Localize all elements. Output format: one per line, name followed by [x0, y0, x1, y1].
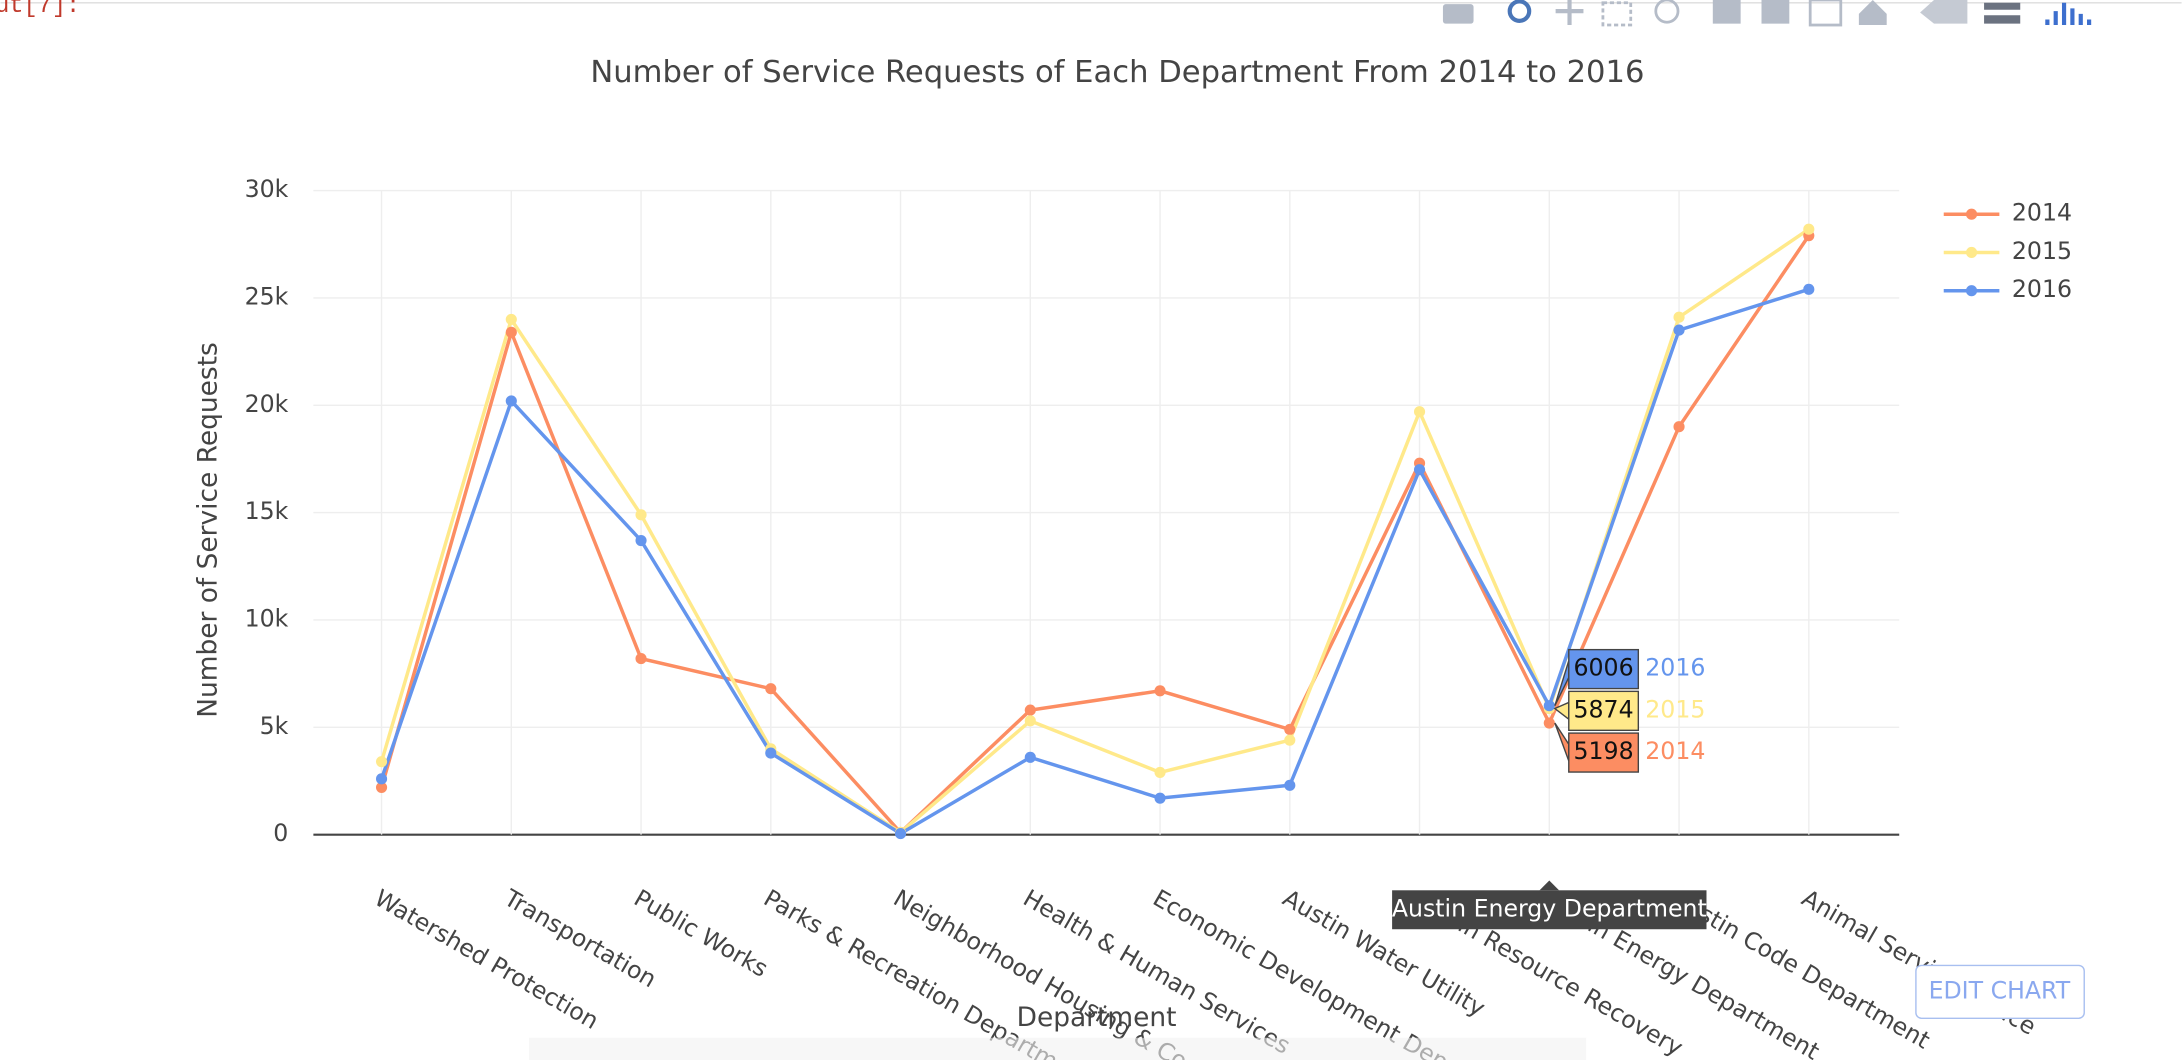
data-point — [1154, 685, 1166, 697]
data-point — [375, 781, 388, 793]
data-point — [1673, 324, 1685, 336]
hover-box — [1568, 732, 1640, 773]
legend-marker — [1965, 246, 1978, 259]
data-point — [505, 326, 517, 338]
hover-value: 6006 — [1573, 654, 1633, 682]
hover-x-box — [1392, 890, 1707, 930]
data-point — [1154, 766, 1166, 778]
data-point — [1413, 464, 1426, 476]
data-point — [375, 756, 388, 768]
zoom-out-icon[interactable] — [1761, 0, 1790, 24]
hover-x-pointer — [1539, 880, 1560, 891]
data-point — [635, 509, 647, 521]
data-point — [1543, 717, 1555, 729]
hover-x-label: Austin Energy Department — [1392, 894, 1707, 922]
cell-prompt: Out[7]: — [0, 0, 80, 20]
data-point — [505, 313, 517, 325]
hover-value: 5198 — [1573, 737, 1633, 765]
hover-value: 5874 — [1573, 695, 1633, 723]
camera-icon[interactable] — [1442, 4, 1474, 24]
y-tick-label: 5k — [260, 712, 289, 740]
y-tick-label: 10k — [245, 604, 289, 632]
y-tick-label: 30k — [245, 175, 289, 203]
data-point — [1024, 704, 1036, 716]
legend-label: 2015 — [2012, 237, 2072, 265]
y-tick-label: 15k — [245, 497, 289, 525]
data-point — [505, 395, 517, 407]
hover-series: 2015 — [1645, 695, 1705, 723]
series-line — [379, 287, 1810, 836]
data-point — [765, 747, 777, 759]
y-tick-label: 25k — [245, 282, 289, 310]
legend-label: 2014 — [2012, 199, 2072, 227]
lasso-icon[interactable] — [1654, 0, 1680, 24]
hover-series: 2014 — [1645, 737, 1705, 765]
data-point — [1154, 792, 1166, 804]
hover-icon[interactable] — [1984, 2, 2021, 24]
autoscale-icon[interactable] — [1808, 0, 1843, 27]
data-point — [1673, 311, 1685, 323]
data-point — [1413, 406, 1426, 418]
data-point — [1024, 715, 1036, 727]
data-point — [1284, 734, 1296, 746]
select-icon[interactable] — [1601, 1, 1633, 27]
toolbar[interactable] — [1442, 0, 2092, 27]
home-icon[interactable] — [1858, 0, 1887, 26]
hover-series: 2016 — [1645, 654, 1705, 682]
hover-box — [1568, 690, 1640, 732]
legend-label: 2016 — [2012, 275, 2072, 303]
data-point — [765, 683, 777, 695]
y-tick-label: 20k — [245, 390, 289, 418]
plotly-logo[interactable] — [2045, 2, 2092, 26]
legend-marker — [1965, 208, 1978, 220]
zoom-icon[interactable] — [1507, 0, 1532, 23]
hover-box — [1568, 648, 1640, 690]
chart-title: Number of Service Requests of Each Depar… — [590, 55, 1644, 90]
bottom-shadow — [529, 1037, 1587, 1060]
y-tick-label: 0 — [273, 819, 288, 847]
edit-chart-button[interactable] — [1915, 964, 2085, 1019]
legend-marker — [1965, 285, 1978, 297]
data-point — [1803, 283, 1815, 295]
data-point — [375, 773, 388, 785]
data-point — [1543, 700, 1555, 712]
pan-icon[interactable] — [1555, 0, 1584, 26]
data-point — [1024, 751, 1036, 763]
data-point — [1284, 779, 1296, 791]
data-point — [1673, 421, 1685, 433]
zoom-in-icon[interactable] — [1712, 0, 1741, 24]
data-point — [635, 534, 647, 547]
data-point — [635, 653, 647, 665]
data-point — [894, 828, 907, 840]
spike-icon[interactable] — [1920, 0, 1968, 24]
x-axis-title: Department — [1017, 1002, 1177, 1033]
data-point — [1803, 223, 1815, 235]
data-point — [1284, 723, 1296, 736]
edit-chart-label[interactable]: EDIT CHART — [1929, 976, 2071, 1004]
y-axis-title: Number of Service Requests — [193, 342, 224, 718]
